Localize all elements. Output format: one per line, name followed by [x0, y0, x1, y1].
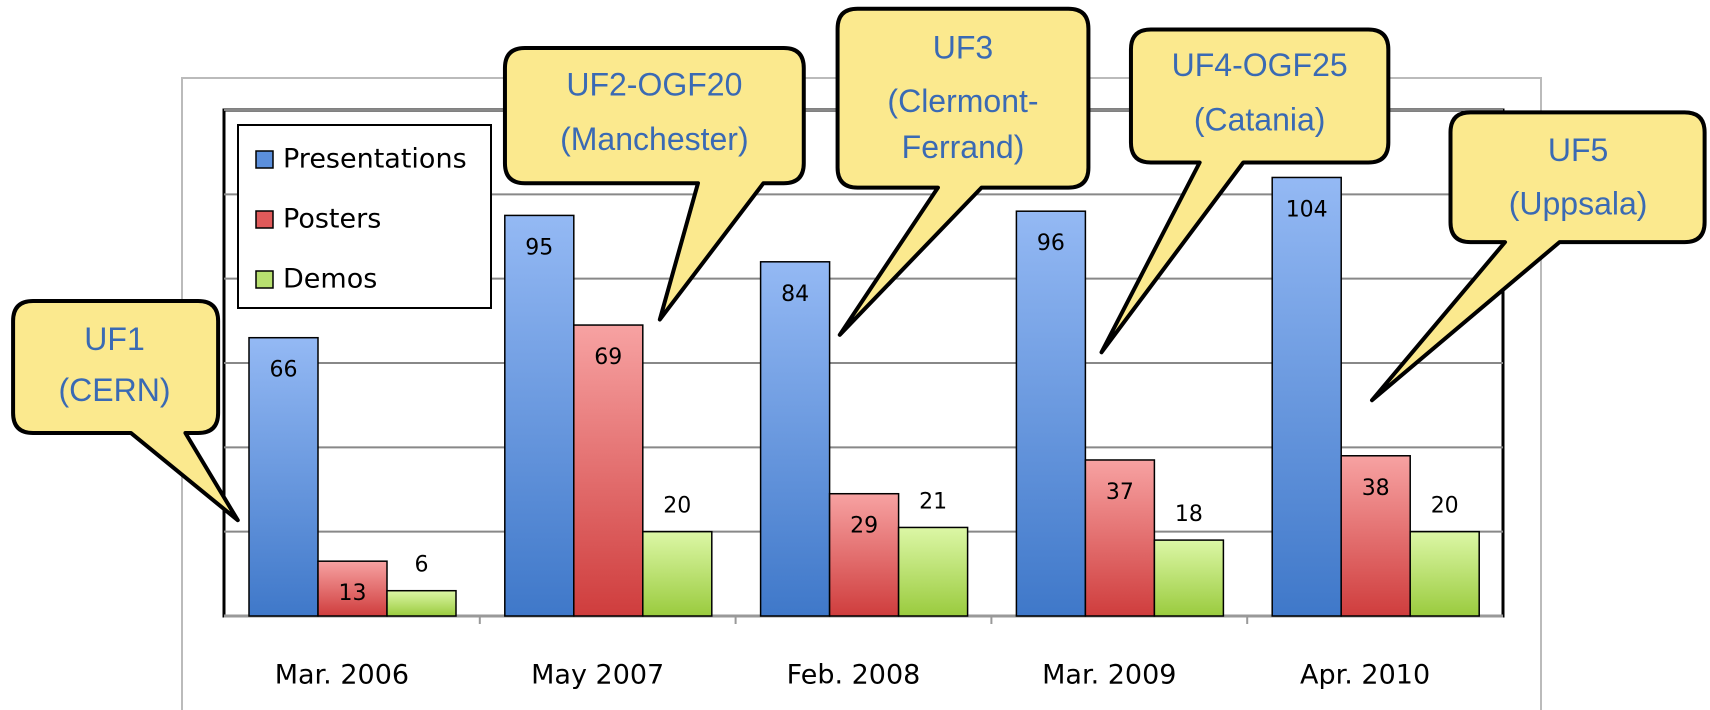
bar: [1271, 176, 1342, 617]
callout: UF3 (Clermont- Ferrand): [835, 6, 1091, 337]
callout-text: (CERN): [59, 372, 171, 408]
data-label: 37: [1106, 480, 1134, 505]
legend-label: Presentations: [283, 144, 467, 175]
callout-text: UF4-OGF25: [1172, 47, 1348, 83]
data-label: 38: [1362, 476, 1390, 501]
callout-text: UF3: [933, 30, 993, 66]
bar: [1153, 539, 1225, 617]
callout-text: (Clermont-: [887, 83, 1038, 119]
bar: [642, 530, 713, 617]
bar: [1409, 530, 1480, 617]
bar: [1015, 210, 1087, 617]
x-tick-label: Apr. 2010: [1300, 660, 1430, 691]
bar: [1084, 459, 1156, 617]
bar: [1340, 455, 1411, 617]
callout-shape: [835, 6, 1091, 337]
callout: UF5 (Uppsala): [1369, 110, 1707, 403]
callout-text: (Uppsala): [1509, 186, 1648, 222]
callout-shape: [11, 299, 240, 523]
data-label: 6: [415, 553, 429, 578]
callout: UF4-OGF25 (Catania): [1099, 27, 1391, 355]
data-label: 66: [270, 358, 298, 383]
x-tick-label: Feb. 2008: [787, 660, 921, 691]
legend-label: Posters: [283, 204, 381, 235]
data-label: 69: [594, 345, 622, 370]
data-label: 104: [1286, 197, 1328, 222]
data-label: 29: [850, 514, 878, 539]
callout-text: UF5: [1548, 132, 1608, 168]
bar: [828, 492, 900, 617]
bar: [248, 336, 319, 617]
data-label: 20: [1431, 494, 1459, 519]
data-label: 95: [525, 235, 553, 260]
bar: [386, 589, 457, 617]
bar: [573, 324, 644, 617]
callout-shape: [1369, 110, 1707, 403]
data-label: 96: [1037, 231, 1065, 256]
bar: [759, 261, 831, 617]
legend: Presentations Posters Demos: [237, 124, 492, 309]
bar: [504, 214, 575, 617]
callout: UF2-OGF20 (Manchester): [502, 45, 806, 322]
x-tick-label: May 2007: [531, 660, 664, 691]
legend-box: [237, 124, 492, 309]
callout-shape: [502, 45, 806, 322]
bar: [317, 560, 388, 617]
data-label: 20: [663, 494, 691, 519]
callout-text: UF2-OGF20: [566, 67, 742, 103]
callout-text: Ferrand): [902, 129, 1025, 165]
data-label: 13: [339, 581, 367, 606]
legend-swatch: [255, 270, 274, 289]
callout-text: (Manchester): [560, 121, 749, 157]
data-label: 18: [1175, 502, 1203, 527]
x-tick-label: Mar. 2006: [275, 660, 409, 691]
callout: UF1 (CERN): [11, 299, 240, 523]
callout-text: (Catania): [1194, 102, 1326, 138]
bar: [897, 526, 969, 617]
callout-text: UF1: [84, 321, 144, 357]
legend-swatch: [255, 150, 274, 169]
callout-shape: [1099, 27, 1391, 355]
legend-swatch: [255, 210, 274, 229]
x-tick-label: Mar. 2009: [1042, 660, 1176, 691]
legend-label: Demos: [283, 264, 377, 295]
data-label: 21: [919, 489, 947, 514]
data-label: 84: [781, 282, 809, 307]
